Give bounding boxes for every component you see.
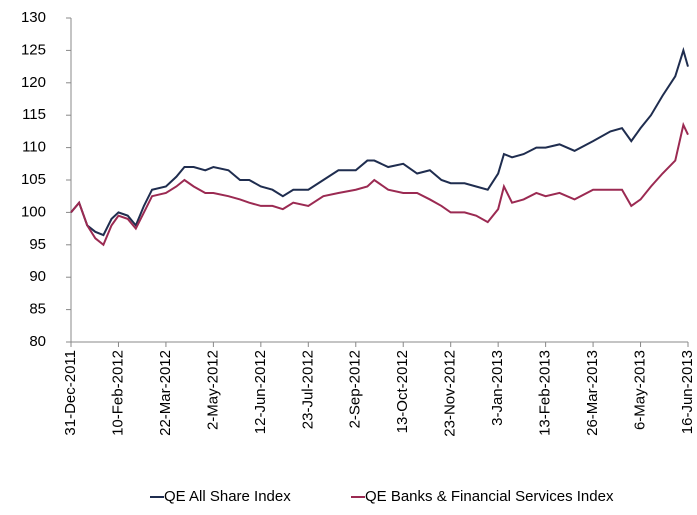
x-tick-label: 13-Oct-2012: [394, 350, 411, 433]
y-tick-label: 110: [22, 139, 46, 156]
x-tick-label: 26-Mar-2013: [584, 350, 601, 436]
legend-label: QE Banks & Financial Services Index: [365, 488, 614, 505]
x-tick-label: 31-Dec-2011: [62, 350, 79, 436]
x-tick-label: 23-Jul-2012: [299, 350, 316, 429]
series-line: [70, 121, 689, 247]
y-tick-label: 130: [21, 9, 46, 26]
series-line: [70, 46, 689, 237]
y-tick-label: 120: [21, 74, 46, 91]
y-tick-label: 95: [29, 236, 46, 253]
x-tick-label: 16-Jun-2013: [679, 350, 696, 434]
x-tick-label: 2-May-2012: [204, 350, 221, 430]
y-tick-label: 105: [21, 171, 46, 188]
y-tick-label: 85: [29, 301, 46, 318]
x-tick-label: 13-Feb-2013: [537, 350, 554, 436]
y-tick-label: 80: [29, 333, 46, 350]
x-tick-label: 6-May-2013: [632, 350, 649, 430]
y-tick-label: 115: [22, 106, 46, 123]
legend-label: QE All Share Index: [164, 488, 291, 505]
y-tick-label: 125: [21, 41, 46, 58]
x-tick-label: 2-Sep-2012: [347, 350, 364, 428]
x-tick-label: 3-Jan-2013: [489, 350, 506, 426]
y-tick-label: 90: [29, 268, 46, 285]
x-tick-label: 10-Feb-2012: [109, 350, 126, 436]
x-tick-label: 23-Nov-2012: [442, 350, 459, 437]
x-tick-label: 12-Jun-2012: [252, 350, 269, 434]
y-tick-label: 100: [21, 203, 46, 220]
x-tick-label: 22-Mar-2012: [157, 350, 174, 436]
